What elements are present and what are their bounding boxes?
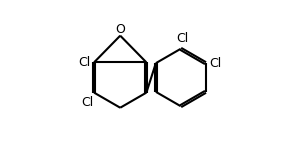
Text: Cl: Cl	[209, 57, 222, 70]
Text: Cl: Cl	[82, 96, 94, 109]
Text: Cl: Cl	[176, 32, 188, 45]
Text: Cl: Cl	[78, 56, 90, 69]
Text: O: O	[115, 23, 125, 36]
